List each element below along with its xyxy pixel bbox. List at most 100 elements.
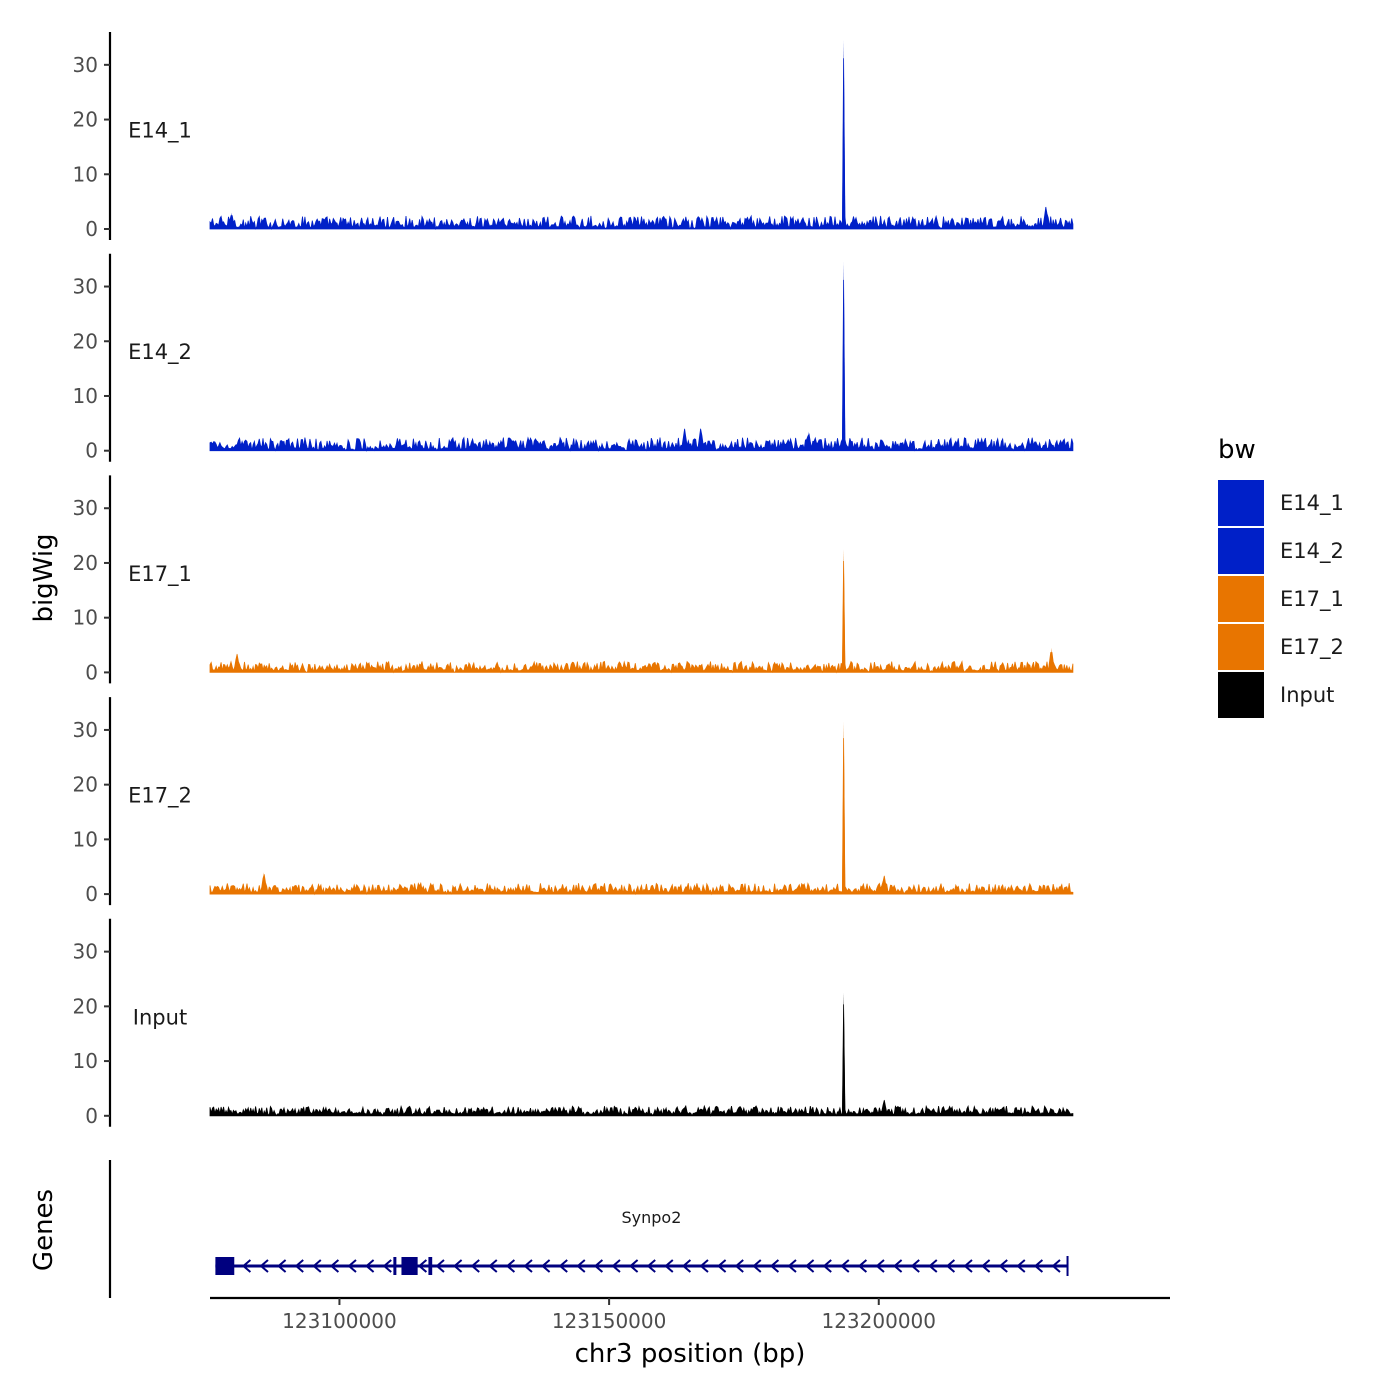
y-tick-label-E17_1-0: 0 [85,660,98,684]
y-tick-label-E14_2-10: 10 [73,384,98,408]
y-tick-label-E14_1-20: 20 [73,108,98,132]
strand-arrow [998,1259,1008,1273]
signal-area-Input [209,1004,1074,1118]
peak-E14_2-3 [807,431,811,451]
strand-arrow [981,1259,991,1273]
y-tick-label-E14_2-20: 20 [73,329,98,353]
strand-arrow [945,1259,956,1273]
peak-E14_2-0 [842,261,846,451]
legend: bw E14_1 E14_2 E17_1 E17_2 Input [1218,435,1344,718]
x-axis-title: chr3 position (bp) [575,1339,806,1369]
exon-2 [393,1257,397,1275]
strand-arrow [576,1259,586,1273]
strand-arrow [523,1259,533,1273]
strand-arrow [717,1259,727,1273]
strand-arrow [1016,1259,1026,1273]
y-tick-label-Input-20: 20 [73,994,98,1018]
peak-E14_2-1 [683,428,687,451]
x-tick-label-123200000: 123200000 [821,1309,936,1333]
strand-arrow [259,1259,269,1273]
strand-arrow [629,1259,639,1273]
strand-arrow [329,1259,340,1273]
y-tick-label-E17_2-20: 20 [73,773,98,797]
strand-arrow [963,1259,973,1273]
y-tick-label-Input-10: 10 [73,1049,98,1073]
strand-arrow [347,1259,357,1273]
peak-E17_1-0 [842,549,846,673]
peak-E14_1-2 [230,212,234,229]
strand-arrow [470,1259,480,1273]
y-tick-label-E17_2-0: 0 [85,882,98,906]
track-label-Input: Input [133,1005,187,1029]
legend-key-E17_2 [1218,624,1264,670]
legend-key-E14_2 [1218,528,1264,574]
gene-label-Synpo2: Synpo2 [622,1208,682,1227]
strand-arrow [558,1259,568,1273]
legend-label-E14_1: E14_1 [1280,491,1344,516]
x-tick-label-123100000: 123100000 [282,1309,397,1333]
x-tick-label-123150000: 123150000 [552,1309,667,1333]
strand-arrow [382,1259,392,1273]
strand-arrow [822,1259,832,1273]
strand-arrow [769,1259,780,1273]
strand-arrow [752,1259,762,1273]
peak-E17_1-1 [235,653,239,673]
y-axis-title: bigWig [29,533,59,622]
strand-arrow [241,1259,252,1273]
strand-arrow [1051,1259,1061,1273]
genes-track: Synpo2 [108,1160,1069,1298]
y-tick-label-Input-30: 30 [73,940,98,964]
peak-E17_1-2 [1049,647,1053,673]
peak-E17_2-2 [882,874,886,895]
strand-arrow [294,1259,304,1273]
peak-E17_2-0 [842,721,846,895]
legend-label-E17_1: E17_1 [1280,587,1344,612]
strand-arrow [893,1259,903,1273]
peak-Input-0 [842,992,846,1116]
strand-arrow [488,1259,498,1273]
peak-E14_1-1 [1044,206,1048,229]
legend-label-Input: Input [1280,683,1334,707]
y-tick-label-E17_1-20: 20 [73,551,98,575]
track-label-E17_2: E17_2 [128,784,192,809]
y-tick-label-E14_1-30: 30 [73,53,98,77]
strand-arrow [910,1259,920,1273]
strand-arrow [505,1259,516,1273]
strand-arrow [417,1259,428,1273]
legend-key-E14_1 [1218,480,1264,526]
strand-arrow [664,1259,674,1273]
strand-arrow [611,1259,621,1273]
strand-arrow [453,1259,463,1273]
track-label-E14_1: E14_1 [128,119,192,144]
y-tick-label-E17_2-30: 30 [73,718,98,742]
strand-arrow [646,1259,656,1273]
exon-1 [215,1257,235,1275]
y-tick-label-E14_2-0: 0 [85,439,98,463]
strand-arrow [277,1259,287,1273]
legend-label-E17_2: E17_2 [1280,635,1344,660]
signal-area-E14_2 [209,279,1074,452]
strand-arrow [805,1259,815,1273]
peak-E17_2-1 [262,872,266,895]
legend-key-Input [1218,672,1264,718]
y-tick-label-E17_2-10: 10 [73,827,98,851]
strand-arrow [699,1259,709,1273]
peak-E14_1-0 [842,40,846,230]
y-tick-label-Input-0: 0 [85,1104,98,1128]
signal-area-E14_1 [209,58,1074,231]
strand-arrow [787,1259,797,1273]
strand-arrow [1033,1259,1044,1273]
strand-arrow [857,1259,868,1273]
signal-area-E17_2 [209,738,1074,896]
track-label-E14_2: E14_2 [128,340,192,365]
y-tick-label-E14_2-30: 30 [73,275,98,299]
legend-title: bw [1218,435,1256,465]
signal-area-E17_1 [209,560,1074,674]
y-tick-label-E17_1-30: 30 [73,496,98,520]
legend-key-E17_1 [1218,576,1264,622]
y-tick-label-E14_1-10: 10 [73,162,98,186]
strand-arrow [840,1259,850,1273]
strand-arrow [734,1259,744,1273]
legend-label-E14_2: E14_2 [1280,539,1344,564]
y-tick-label-E17_1-10: 10 [73,606,98,630]
